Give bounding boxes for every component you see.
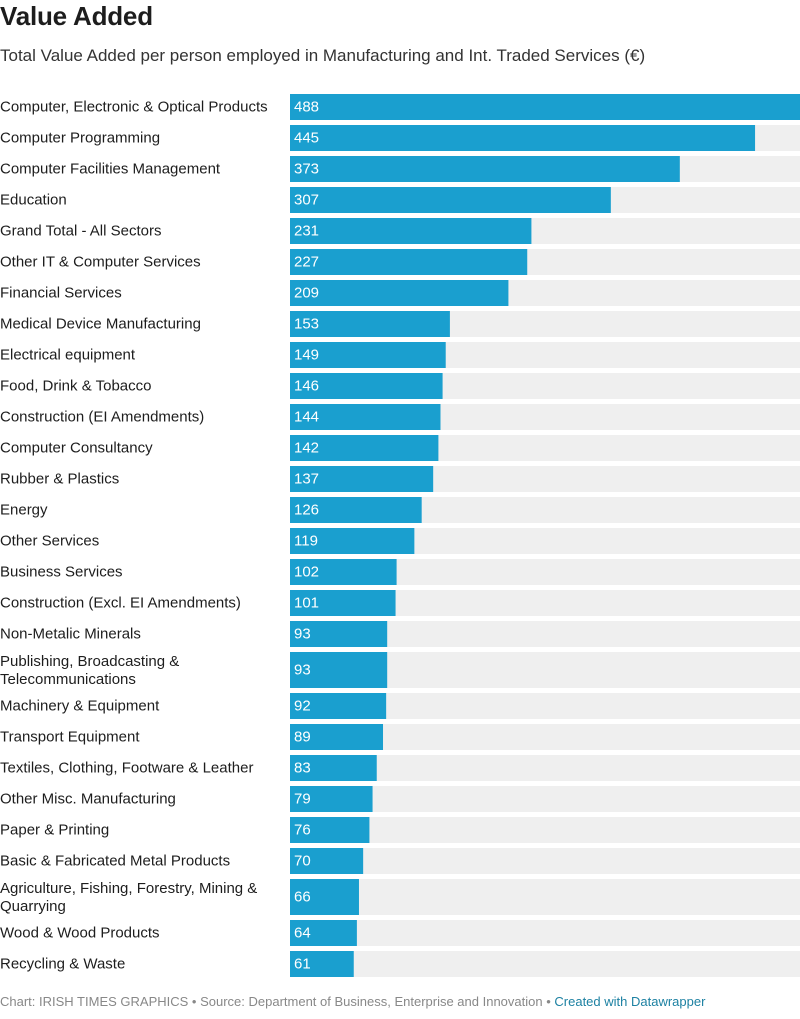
bar [290, 693, 387, 719]
value-label: 66 [294, 889, 311, 906]
bar [290, 373, 443, 399]
bar-track [290, 786, 800, 812]
category-label: Computer Facilities Management [0, 161, 221, 178]
category-label: Paper & Printing [0, 822, 109, 839]
bar-track [290, 920, 800, 946]
footer-separator: • [542, 994, 555, 1009]
bar [290, 311, 450, 337]
category-label: Food, Drink & Tobacco [0, 378, 151, 395]
value-label: 79 [294, 791, 311, 808]
chart-title: Value Added [0, 1, 153, 31]
value-label: 227 [294, 254, 319, 271]
category-label: Other Misc. Manufacturing [0, 791, 176, 808]
category-label: Medical Device Manufacturing [0, 316, 201, 333]
category-label: Business Services [0, 564, 123, 581]
category-label: Agriculture, Fishing, Forestry, Mining &… [0, 880, 257, 915]
chart-credit: Chart: IRISH TIMES GRAPHICS [0, 994, 189, 1009]
value-label: 126 [294, 502, 319, 519]
value-label: 144 [294, 409, 319, 426]
bar [290, 342, 446, 368]
value-label: 137 [294, 471, 319, 488]
category-label: Textiles, Clothing, Footware & Leather [0, 760, 253, 777]
bar [290, 497, 422, 523]
bar [290, 848, 364, 874]
source-text: Source: Department of Business, Enterpri… [200, 994, 543, 1009]
category-label: Basic & Fabricated Metal Products [0, 853, 230, 870]
category-label: Transport Equipment [0, 729, 140, 746]
bar [290, 817, 370, 843]
category-label: Energy [0, 502, 48, 519]
category-label: Electrical equipment [0, 347, 136, 364]
bar [290, 94, 800, 120]
bar [290, 559, 397, 585]
bar [290, 652, 388, 688]
bar [290, 156, 680, 182]
bar-track [290, 951, 800, 977]
value-label: 93 [294, 662, 311, 679]
bar [290, 466, 434, 492]
category-label: Publishing, Broadcasting & Telecommunicat… [0, 653, 179, 688]
chart-footer: Chart: IRISH TIMES GRAPHICS • Source: De… [0, 994, 705, 1009]
category-label: Non-Metalic Minerals [0, 626, 141, 643]
value-label: 209 [294, 285, 319, 302]
datawrapper-link[interactable]: Created with Datawrapper [554, 994, 706, 1009]
value-label: 119 [294, 533, 318, 550]
value-label: 488 [294, 99, 319, 116]
footer-separator: • [188, 994, 201, 1009]
bar [290, 249, 528, 275]
bar [290, 755, 377, 781]
bar [290, 528, 415, 554]
value-label: 93 [294, 626, 311, 643]
bar [290, 218, 532, 244]
category-label: Computer, Electronic & Optical Products [0, 99, 268, 116]
bar [290, 404, 441, 430]
bar [290, 621, 388, 647]
bar [290, 590, 396, 616]
chart-subtitle: Total Value Added per person employed in… [0, 46, 646, 65]
value-label: 92 [294, 698, 311, 715]
value-label: 153 [294, 316, 319, 333]
category-label: Construction (EI Amendments) [0, 409, 204, 426]
category-label: Construction (Excl. EI Amendments) [0, 595, 241, 612]
bar [290, 187, 611, 213]
value-label: 307 [294, 192, 319, 209]
bar [290, 951, 354, 977]
bar-track [290, 879, 800, 915]
category-label: Grand Total - All Sectors [0, 223, 161, 240]
bar [290, 786, 373, 812]
bar [290, 920, 357, 946]
value-label: 445 [294, 130, 319, 147]
value-label: 64 [294, 925, 311, 942]
bar-track [290, 817, 800, 843]
value-label: 101 [294, 595, 319, 612]
value-label: 102 [294, 564, 319, 581]
value-label: 83 [294, 760, 311, 777]
category-label: Computer Consultancy [0, 440, 153, 457]
value-label: 142 [294, 440, 319, 457]
category-label: Machinery & Equipment [0, 698, 160, 715]
category-label: Recycling & Waste [0, 956, 125, 973]
bar [290, 280, 509, 306]
bar [290, 125, 756, 151]
value-label: 70 [294, 853, 311, 870]
value-label: 373 [294, 161, 319, 178]
value-label: 89 [294, 729, 311, 746]
category-label: Wood & Wood Products [0, 925, 160, 942]
bar [290, 724, 384, 750]
category-label: Education [0, 192, 67, 209]
value-label: 76 [294, 822, 311, 839]
value-label: 149 [294, 347, 319, 364]
value-label: 61 [294, 956, 311, 973]
category-label: Financial Services [0, 285, 122, 302]
category-label: Rubber & Plastics [0, 471, 119, 488]
bar-track [290, 848, 800, 874]
category-label: Computer Programming [0, 130, 160, 147]
value-label: 146 [294, 378, 319, 395]
category-label: Other IT & Computer Services [0, 254, 201, 271]
bar [290, 879, 359, 915]
category-label: Other Services [0, 533, 99, 550]
bar [290, 435, 439, 461]
value-label: 231 [294, 223, 319, 240]
